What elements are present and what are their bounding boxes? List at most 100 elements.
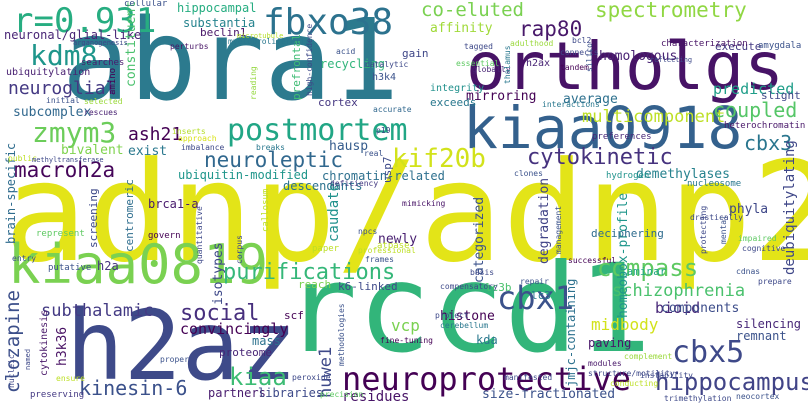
word-neuroprotective: neuroprotective: [342, 360, 631, 398]
word-p19: p19: [376, 126, 391, 135]
word-searches: searches: [81, 58, 125, 68]
word-cbx3: cbx3: [744, 131, 793, 155]
word-cognitive: cognitive: [742, 244, 786, 253]
word-amino: amino: [108, 67, 118, 95]
word-structure-motility: structure/motility: [588, 369, 675, 378]
word-brca1-a: brca1-a: [148, 197, 199, 211]
word-modules: modules: [588, 359, 622, 368]
word-cdnas: cdnas: [736, 267, 761, 276]
word-integrity: integrity: [430, 83, 485, 94]
word-degradation: degradation: [537, 177, 552, 264]
word-purifications: purifications: [223, 260, 396, 285]
word-h2ax: h2ax: [526, 58, 551, 69]
word-tagged: tagged: [464, 42, 493, 51]
word-newly: newly: [378, 232, 418, 247]
word-bioid: bioid: [655, 299, 701, 317]
word-mirroring: mirroring: [466, 89, 537, 104]
word-mass: mass: [252, 334, 281, 348]
word-accurate: accurate: [373, 105, 412, 114]
word-partners: partners: [208, 386, 266, 400]
word-ensure: ensure: [56, 374, 85, 383]
word-postmortem: postmortem: [227, 113, 408, 148]
word-substantia: substantia: [183, 16, 256, 30]
word-cortex: cortex: [318, 96, 358, 109]
word-cbx1: cbx1: [497, 279, 575, 317]
word-residues: residues: [342, 389, 410, 404]
word-histone: histone: [440, 309, 495, 324]
word-k6-linked: k6-linked: [338, 280, 398, 293]
word-ortholgs: ortholgs: [466, 28, 784, 105]
word-cellular: cellular: [124, 0, 168, 9]
word-interactions: interactions: [542, 100, 600, 109]
word-h2az: h2az: [66, 290, 298, 402]
word-characterization: characterization: [661, 39, 748, 49]
word-subthalamic: subthalamic: [41, 301, 154, 321]
word-silencing: silencing: [736, 317, 802, 331]
word-centromeric: centromeric: [123, 179, 136, 252]
word-nucleosome: nucleosome: [687, 179, 742, 189]
word-peroxide: peroxide: [292, 373, 331, 382]
word-scf: scf: [284, 309, 304, 322]
word-microtubule: microtubule: [237, 32, 284, 40]
word-nucleic: nucleic: [7, 354, 16, 388]
word-midbody: midbody: [591, 315, 659, 334]
word-complement: complement: [624, 352, 673, 361]
word-myeloproliferative: myeloproliferative: [228, 37, 315, 46]
word-neuroleptic: neuroleptic: [204, 148, 344, 172]
word-rccd1: rccd1: [284, 238, 652, 380]
word-phyla: phyla: [729, 202, 769, 217]
word-libraries: libraries: [258, 386, 324, 400]
word-coupled: coupled: [713, 98, 798, 122]
word-schizophrenia: schizophrenia: [612, 281, 746, 301]
word-connects: connects: [560, 48, 599, 57]
word-neuronal-glial-like: neuronal/glial-like: [4, 28, 142, 42]
word-named: named: [24, 348, 32, 370]
word-r0931: r=0.931: [13, 1, 157, 41]
word-adnp-adnp2: adnp/adnp2: [4, 132, 808, 293]
word-perturbs: perturbs: [170, 42, 209, 51]
word-public: public: [8, 154, 37, 163]
word-project: project: [435, 311, 469, 320]
word-successful: successful: [568, 256, 617, 265]
word-catalytic: catalytic: [365, 60, 409, 69]
word-components: components: [661, 301, 740, 316]
word-corpus: corpus: [235, 235, 244, 264]
word-zmym3: zmym3: [32, 116, 117, 149]
word-fine-tuning: fine-tuning: [380, 336, 433, 345]
word-arganogenesis: arganogenesis: [73, 39, 128, 47]
word-h3k36: h3k36: [55, 326, 70, 366]
word-imbalance: imbalance: [181, 143, 225, 152]
word-methyltransferase: methyltransferase: [32, 156, 104, 164]
word-affinity: affinity: [430, 21, 493, 36]
word-methodologies: methodologies: [337, 303, 346, 366]
word-manifested: manifested: [504, 373, 553, 382]
word-selected: selected: [84, 97, 123, 106]
word-mental: mental: [719, 215, 728, 244]
word-neocortex: neocortex: [736, 392, 780, 401]
word-lc3b: lc3b: [485, 281, 512, 294]
word-deciphering: deciphering: [591, 227, 664, 240]
word-heterochromatin: heterochromatin: [724, 121, 806, 131]
word-essential: essential: [456, 59, 500, 68]
word-globally: globally: [472, 65, 511, 74]
word-drastically: drastically: [690, 213, 743, 222]
word-proteome: proteome: [219, 346, 272, 359]
word-slight: slight: [761, 89, 801, 102]
word-lc3: lc3: [531, 289, 551, 302]
word-hippocampus: hippocampus: [655, 368, 808, 396]
word-bivalent: bivalent: [61, 143, 124, 158]
word-kiaa0918: kiaa0918: [463, 94, 743, 162]
word-mimicking: mimicking: [402, 199, 446, 208]
word-gain: gain: [402, 47, 429, 60]
word-professional: professional: [358, 246, 416, 255]
word-represent: represent: [36, 229, 85, 239]
word-ash21: ash21: [128, 124, 183, 145]
word-thalamus: thalamus: [503, 45, 512, 84]
word-caudate: caudate: [326, 182, 342, 242]
word-hydrogen: hydrogen: [606, 171, 650, 181]
word-execute: execute: [715, 40, 762, 53]
word-compensatory: compensatory: [440, 282, 498, 291]
word-silico: silico: [585, 43, 594, 72]
word-screening: screening: [87, 188, 100, 248]
